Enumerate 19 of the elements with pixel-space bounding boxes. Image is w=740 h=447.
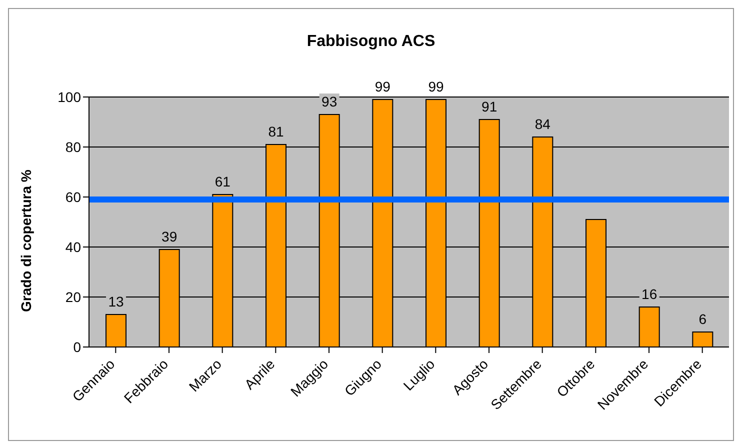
data-label: 61 (214, 174, 231, 190)
y-tick-label: 20 (65, 288, 82, 305)
data-label: 99 (428, 78, 444, 94)
data-label: 91 (482, 98, 498, 114)
y-tick-label: 40 (65, 238, 82, 255)
data-label: 39 (162, 228, 178, 244)
data-label: 6 (698, 311, 707, 327)
y-tick-label: 60 (65, 188, 82, 205)
y-tick-label: 100 (58, 88, 82, 105)
y-tick-label: 80 (65, 138, 82, 155)
data-label: 81 (268, 124, 284, 140)
chart-title: Fabbisogno ACS (306, 33, 436, 51)
data-label: 13 (108, 294, 124, 310)
data-label: 84 (534, 116, 551, 132)
data-label: 99 (374, 78, 391, 94)
y-axis-title: Grado di copertura % (18, 169, 34, 312)
data-label: 93 (322, 94, 338, 110)
data-label: 16 (642, 286, 658, 302)
y-tick-label: 0 (73, 338, 82, 355)
